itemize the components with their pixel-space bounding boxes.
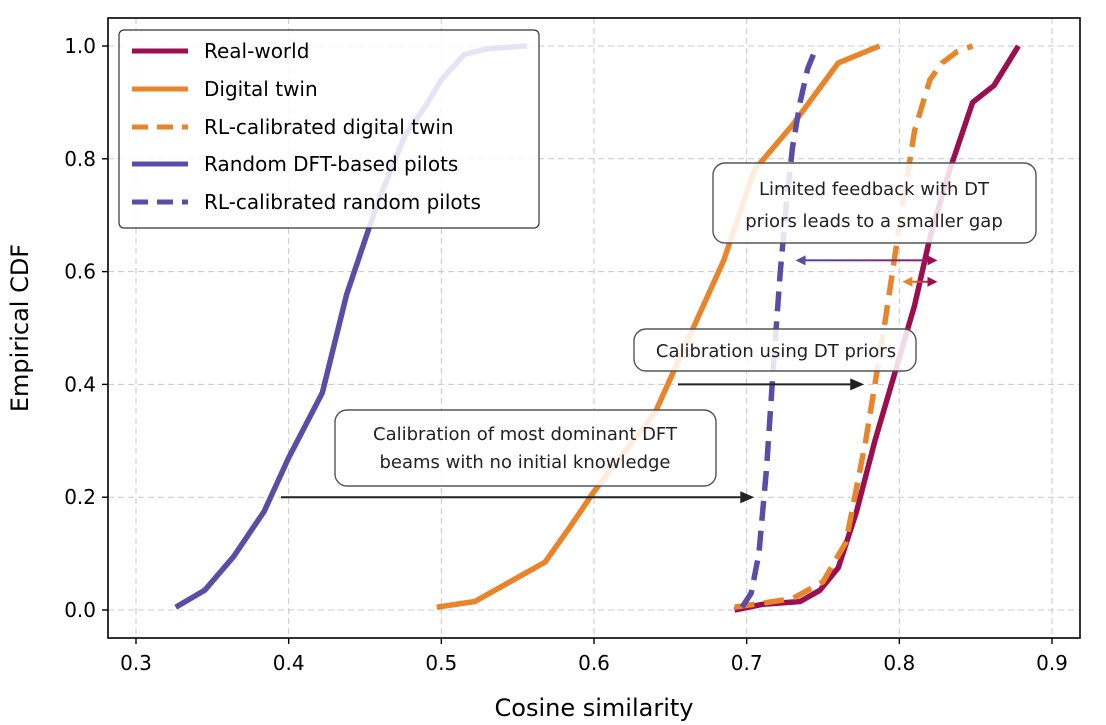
annotation-box: [712, 162, 1037, 244]
y-tick-label: 0.0: [64, 598, 96, 622]
x-axis-label: Cosine similarity: [495, 694, 694, 722]
annotation-line: Calibration of most dominant DFT: [373, 424, 678, 445]
legend-label-random-dft: Random DFT-based pilots: [204, 152, 458, 176]
legend-label-real-world: Real-world: [204, 39, 309, 63]
legend-label-rl-digital-twin: RL-calibrated digital twin: [204, 115, 454, 139]
gap-arrow-shaft-1: [910, 280, 930, 283]
legend-label-rl-random-pilots: RL-calibrated random pilots: [204, 190, 481, 214]
annotation-arrowhead: [740, 491, 755, 504]
series-line-2: [734, 43, 974, 610]
gap-arrowhead-left-0: [795, 255, 806, 266]
legend: Real-world Digital twin RL-calibrated di…: [118, 29, 540, 229]
y-tick-label: 0.4: [64, 372, 96, 396]
gap-arrowhead-right-1: [927, 276, 938, 287]
x-tick-label: 0.3: [120, 651, 152, 675]
legend-box: [118, 29, 540, 229]
annotation-line: Calibration using DT priors: [656, 341, 896, 362]
axis-ticks: 0.3 0.4 0.5 0.6 0.7 0.8 0.9 0.0 0.2 0.4 0.6 0.8 1.0: [64, 34, 1068, 675]
x-tick-label: 0.8: [883, 651, 915, 675]
y-tick-label: 1.0: [64, 34, 96, 58]
x-tick-label: 0.4: [273, 651, 305, 675]
annotation-box: [334, 409, 717, 487]
y-tick-label: 0.8: [64, 147, 96, 171]
y-tick-label: 0.2: [64, 485, 96, 509]
annotation-dt-priors: Calibration using DT priors: [633, 328, 917, 372]
x-tick-label: 0.6: [578, 651, 610, 675]
gap-arrowhead-right-0: [927, 255, 938, 266]
annotation-line: beams with no initial knowledge: [379, 452, 670, 473]
gap-arrowhead-left-1: [902, 276, 913, 287]
series-line-4: [739, 44, 820, 609]
x-tick-label: 0.5: [425, 651, 457, 675]
x-tick-label: 0.7: [731, 651, 763, 675]
annotation-dft-calibration: Calibration of most dominant DFT beams w…: [334, 409, 717, 487]
series-line-0: [733, 44, 1021, 613]
y-tick-label: 0.6: [64, 260, 96, 284]
annotation-line: Limited feedback with DT: [759, 179, 990, 200]
x-tick-label: 0.9: [1036, 651, 1068, 675]
annotation-line: priors leads to a smaller gap: [745, 211, 1003, 232]
y-axis-label: Empirical CDF: [6, 244, 34, 412]
gap-arrows: [795, 255, 938, 287]
gap-arrow-shaft-0: [803, 259, 930, 262]
annotation-arrowhead: [850, 378, 865, 391]
legend-label-digital-twin: Digital twin: [204, 77, 318, 101]
annotation-smaller-gap: Limited feedback with DT priors leads to…: [712, 162, 1037, 244]
annotation-box: [633, 328, 917, 372]
